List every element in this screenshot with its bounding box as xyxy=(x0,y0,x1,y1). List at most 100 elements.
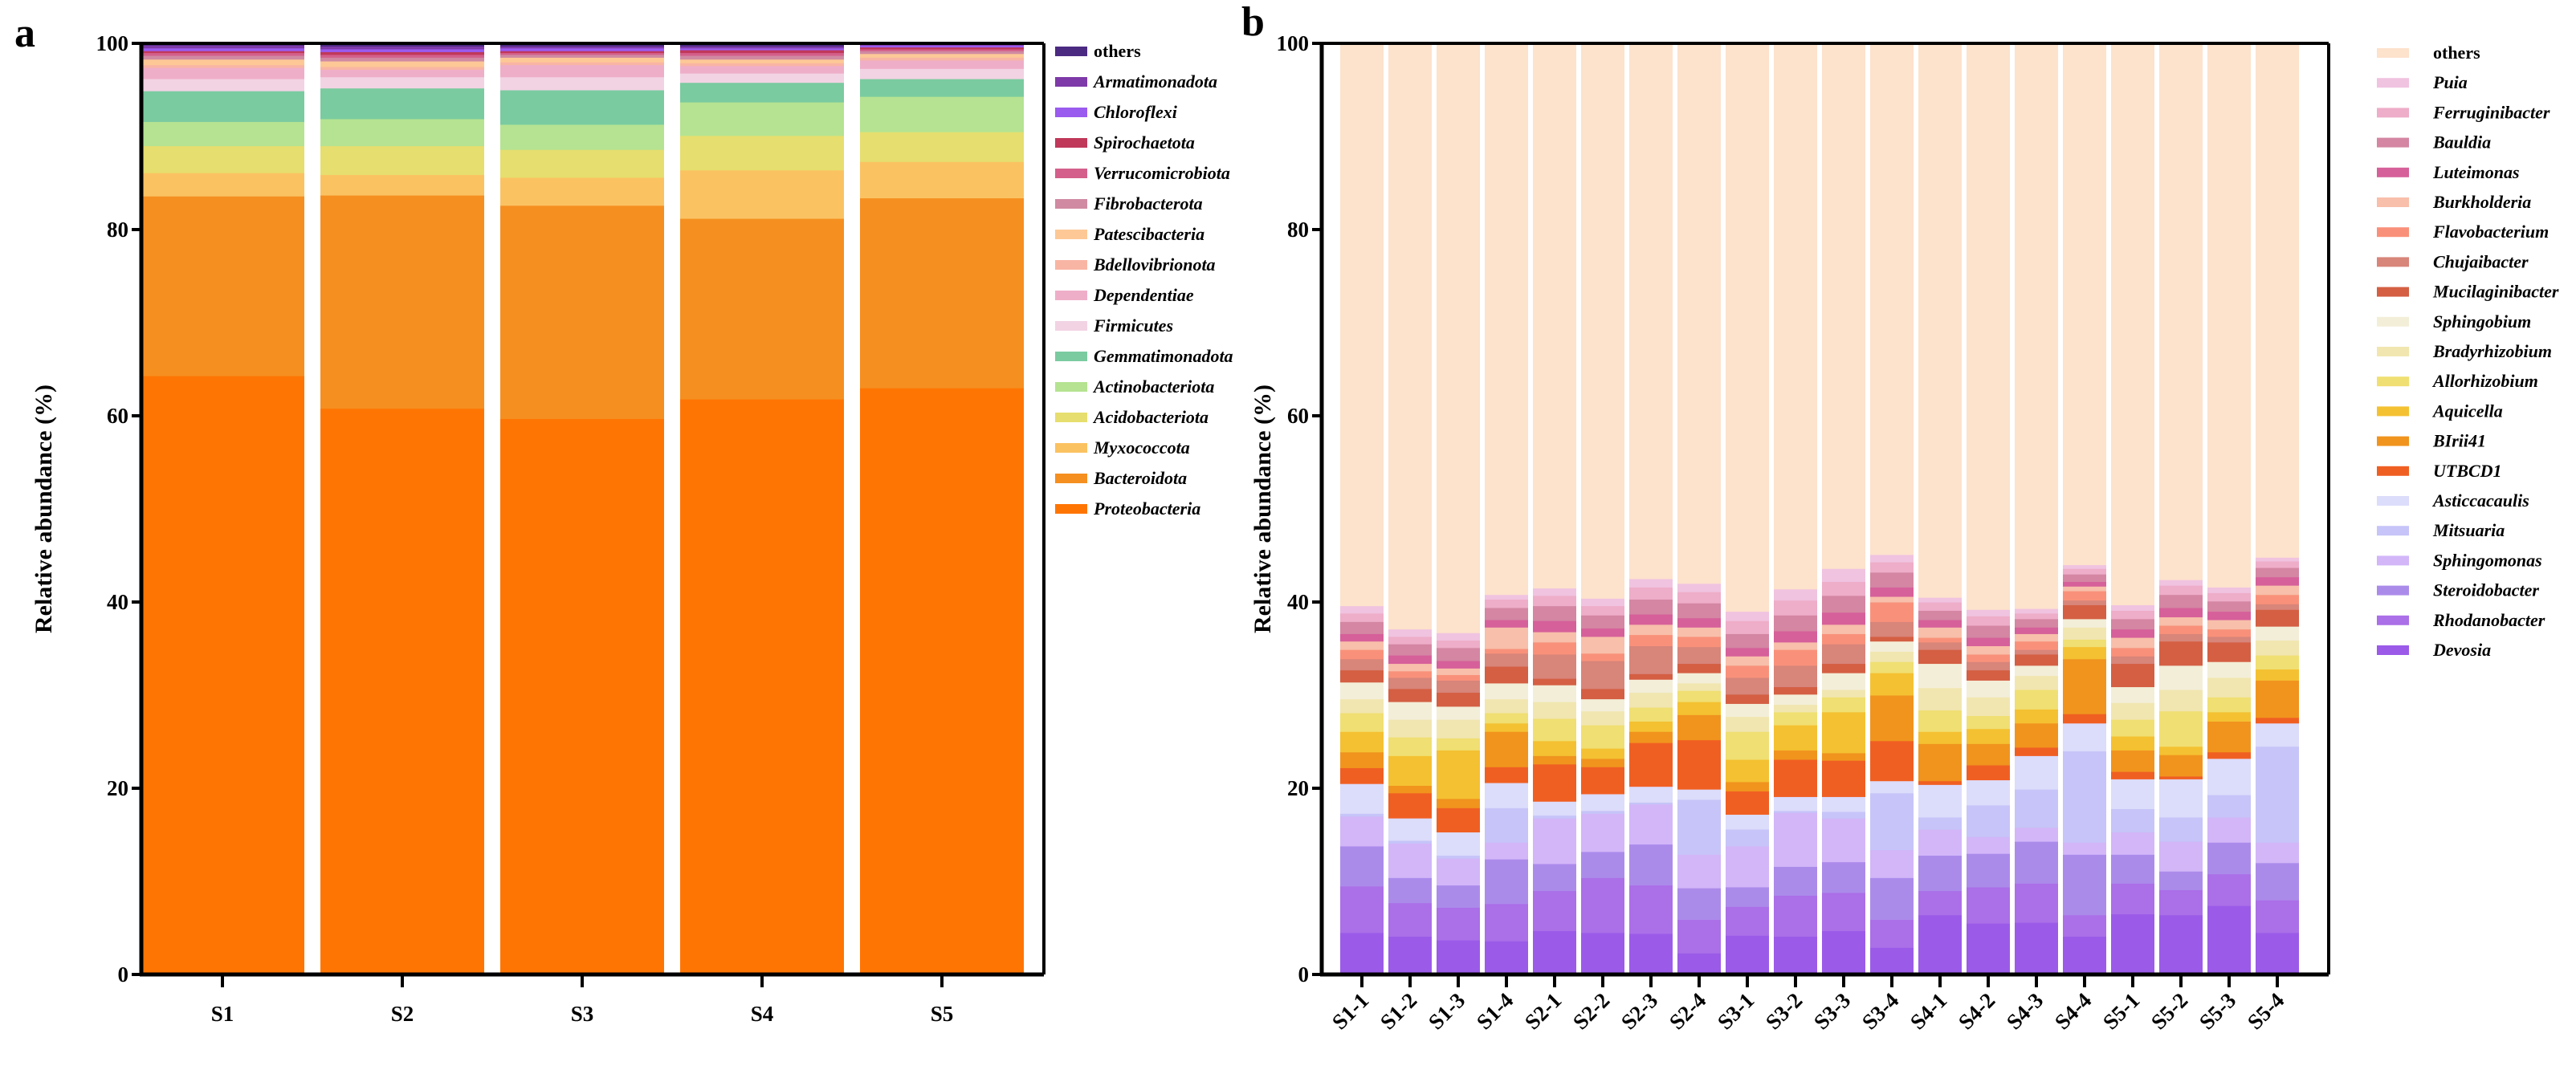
bar-segment-S1-fibrobacterota xyxy=(141,55,304,60)
legend-label: others xyxy=(2433,43,2480,63)
bar-segment-S4-1-puia xyxy=(1918,597,1962,603)
bar-segment-S4-4-aquicella xyxy=(2063,646,2106,660)
x-tick-label: S5-1 xyxy=(2098,988,2144,1034)
bar-segment-S3-1-sphingobium xyxy=(1726,703,1769,718)
bar-segment-S3-3-asticcacaulis xyxy=(1822,796,1865,812)
legend-item-bauldia: Bauldia xyxy=(2377,132,2491,153)
bar-segment-S2-proteobacteria xyxy=(320,408,484,975)
bar-segment-S5-3-devosia xyxy=(2207,905,2251,975)
bar-segment-S1-1-bauldia xyxy=(1340,621,1384,634)
bar-segment-S3-1-mitsuaria xyxy=(1726,829,1769,847)
bar-segment-S2-3-luteimonas xyxy=(1629,614,1673,625)
bar-segment-S5-3-birii41 xyxy=(2207,721,2251,753)
legend-label: Devosia xyxy=(2432,640,2491,660)
legend-label: Aquicella xyxy=(2431,401,2503,421)
bar-segment-S4-1-bauldia xyxy=(1918,610,1962,620)
bar-segment-S4-2-asticcacaulis xyxy=(1967,779,2010,806)
legend-swatch xyxy=(1055,474,1087,483)
bar-segment-S5-3-bradyrhizobium xyxy=(2207,677,2251,698)
bar-segment-S2-4-bradyrhizobium xyxy=(1677,682,1721,691)
bar-segment-S5-3-burkholderia xyxy=(2207,620,2251,630)
bar-stack-S5-2 xyxy=(2159,43,2203,975)
bar-segment-S2-1-ferruginibacter xyxy=(1533,595,1576,607)
bar-segment-S4-3-rhodanobacter xyxy=(2015,883,2058,923)
panel-label: b xyxy=(1241,0,1265,45)
bar-segment-S2-firmicutes xyxy=(320,76,484,89)
legend-swatch xyxy=(2377,466,2409,476)
legend-swatch xyxy=(2377,376,2409,387)
bar-segment-S4-4-chujaibacter xyxy=(2063,600,2106,605)
bar-segment-S4-3-mitsuaria xyxy=(2015,789,2058,828)
bar-segment-S1-4-puia xyxy=(1485,594,1528,600)
bar-segment-S4-2-aquicella xyxy=(1967,728,2010,744)
legend-swatch xyxy=(2377,257,2409,267)
x-tick-label: S3-3 xyxy=(1809,988,1855,1034)
bar-segment-S5-3-utbcd1 xyxy=(2207,751,2251,759)
bar-stack-S4-2 xyxy=(1967,43,2010,975)
bar-segment-S3-1-bauldia xyxy=(1726,633,1769,649)
bar-segment-S1-1-aquicella xyxy=(1340,731,1384,753)
bar-segment-S2-chloroflexi xyxy=(320,48,484,52)
legend-swatch xyxy=(1055,321,1087,331)
bar-segment-S1-4-utbcd1 xyxy=(1485,767,1528,783)
bar-segment-S3-2-ferruginibacter xyxy=(1774,600,1817,616)
bar-segment-S4-2-steroidobacter xyxy=(1967,853,2010,888)
bar-segment-S2-2-utbcd1 xyxy=(1581,767,1624,795)
bar-segment-S4-4-luteimonas xyxy=(2063,581,2106,587)
bar-segment-S4-4-mucilaginibacter xyxy=(2063,604,2106,620)
bar-segment-S5-2-mitsuaria xyxy=(2159,816,2203,842)
bar-segment-S3-2-mucilaginibacter xyxy=(1774,686,1817,695)
bar-segment-S3-2-luteimonas xyxy=(1774,630,1817,643)
x-tick-label: S3-1 xyxy=(1713,988,1759,1034)
bar-segment-S2-actinobacteriota xyxy=(320,118,484,147)
bar-segment-S5-3-others xyxy=(2207,43,2251,588)
bar-segment-S2-4-utbcd1 xyxy=(1677,739,1721,790)
bar-segment-S4-3-flavobacterium xyxy=(2015,641,2058,650)
bar-stack-S4-3 xyxy=(2015,43,2058,975)
bar-segment-S5-2-aquicella xyxy=(2159,746,2203,755)
bar-segment-S4-myxococcota xyxy=(680,169,844,219)
bar-segment-S2-4-luteimonas xyxy=(1677,617,1721,628)
bar-segment-S5-dependentiae xyxy=(860,59,1024,69)
bar-segment-S4-3-mucilaginibacter xyxy=(2015,653,2058,666)
bar-segment-S2-2-rhodanobacter xyxy=(1581,877,1624,934)
bar-segment-S5-4-luteimonas xyxy=(2256,576,2299,586)
y-tick-label: 100 xyxy=(96,31,129,55)
legend-item-spirochaetota: Spirochaetota xyxy=(1055,132,1195,153)
bar-segment-S5-1-sphingomonas xyxy=(2111,832,2154,855)
bar-segment-S4-1-mucilaginibacter xyxy=(1918,649,1962,665)
legend-swatch xyxy=(2377,137,2409,148)
bar-segment-S2-1-sphingobium xyxy=(1533,685,1576,702)
bar-segment-S3-2-devosia xyxy=(1774,936,1817,975)
bar-segment-S5-3-sphingobium xyxy=(2207,661,2251,678)
bar-segment-S2-bdellovibrionota xyxy=(320,67,484,70)
bar-stack-S4-1 xyxy=(1918,43,1962,975)
legend-swatch xyxy=(1055,169,1087,178)
bar-segment-S2-2-ferruginibacter xyxy=(1581,605,1624,616)
y-tick-label: 0 xyxy=(118,962,129,987)
bar-segment-S2-3-ferruginibacter xyxy=(1629,587,1673,600)
legend-label: BIrii41 xyxy=(2432,431,2486,451)
bar-segment-S5-verrucomicrobiota xyxy=(860,48,1024,51)
bar-segment-S5-1-others xyxy=(2111,43,2154,605)
bar-segment-S2-2-aquicella xyxy=(1581,748,1624,759)
bar-segment-S4-3-aquicella xyxy=(2015,709,2058,724)
bar-segment-S2-1-puia xyxy=(1533,588,1576,596)
legend-swatch xyxy=(1055,352,1087,361)
bar-segment-S2-1-asticcacaulis xyxy=(1533,801,1576,816)
bar-segment-S4-4-devosia xyxy=(2063,936,2106,975)
bar-segment-S2-1-mucilaginibacter xyxy=(1533,678,1576,685)
bar-segment-S4-3-luteimonas xyxy=(2015,627,2058,634)
bar-segment-S5-2-allorhizobium xyxy=(2159,710,2203,747)
bar-segment-S5-fibrobacterota xyxy=(860,51,1024,55)
bar-segment-S3-3-steroidobacter xyxy=(1822,861,1865,893)
bar-segment-S1-4-bradyrhizobium xyxy=(1485,698,1528,714)
legend-item-utbcd1: UTBCD1 xyxy=(2377,461,2502,481)
y-tick-label: 20 xyxy=(107,776,128,800)
bar-segment-S4-1-mitsuaria xyxy=(1918,816,1962,830)
legend-swatch xyxy=(1055,260,1087,270)
bar-segment-S3-4-others xyxy=(1870,43,1914,555)
bar-segment-S2-1-bradyrhizobium xyxy=(1533,702,1576,719)
bar-segment-S2-2-mitsuaria xyxy=(1581,810,1624,814)
bar-segment-S2-3-burkholderia xyxy=(1629,624,1673,636)
